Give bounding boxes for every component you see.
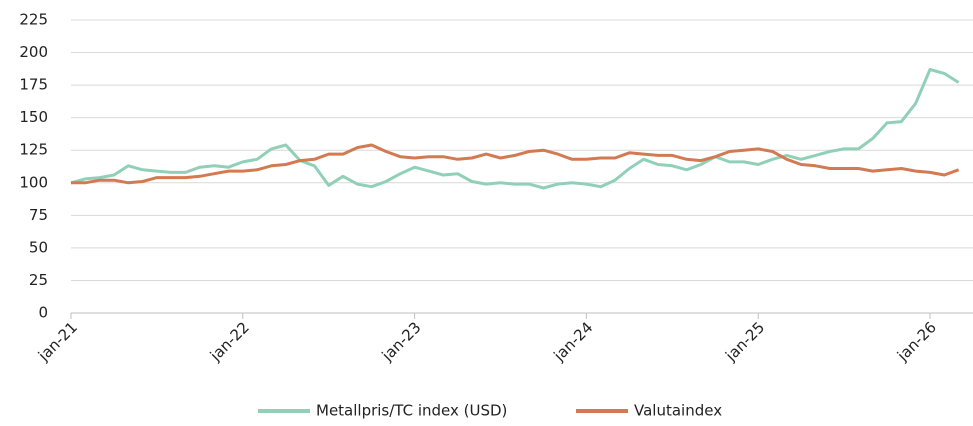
- y-tick-label: 150: [19, 108, 48, 126]
- x-tick-label: jan-24: [549, 318, 596, 365]
- series-line: [70, 68, 960, 190]
- x-tick-label: jan-23: [378, 318, 425, 365]
- x-tick-label: jan-25: [721, 318, 768, 365]
- y-tick-label: 175: [19, 76, 48, 94]
- x-tick-label: jan-22: [206, 318, 253, 365]
- y-tick-label: 75: [29, 206, 48, 224]
- x-tick-label: jan-21: [34, 318, 81, 365]
- y-tick-label: 50: [29, 238, 48, 256]
- y-tick-label: 225: [19, 11, 48, 29]
- legend-label: Valutaindex: [634, 402, 722, 420]
- y-tick-label: 100: [19, 173, 48, 191]
- y-tick-label: 0: [38, 304, 48, 322]
- y-tick-label: 200: [19, 43, 48, 61]
- x-tick-label: jan-26: [893, 318, 940, 365]
- legend-label: Metallpris/TC index (USD): [316, 402, 507, 420]
- y-tick-label: 25: [29, 271, 48, 289]
- y-tick-label: 125: [19, 141, 48, 159]
- series-line: [71, 143, 960, 185]
